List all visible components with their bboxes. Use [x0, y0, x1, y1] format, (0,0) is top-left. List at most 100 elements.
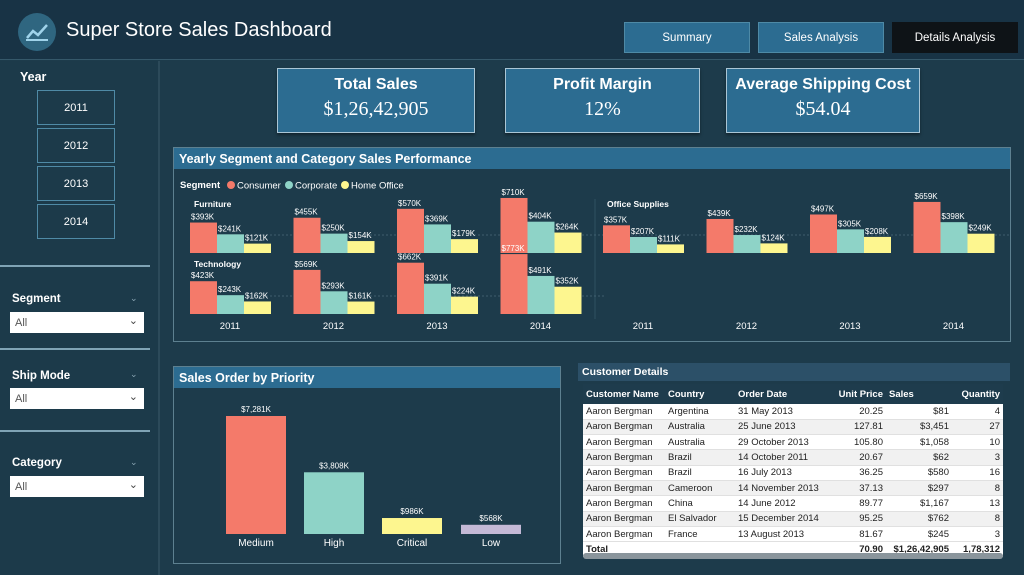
tab-sales-analysis[interactable]: Sales Analysis — [758, 22, 884, 53]
category-filter-label: Category — [12, 457, 62, 469]
data-label: $7,281K — [241, 405, 271, 414]
data-label: $224K — [452, 287, 476, 296]
bar-consumer — [190, 281, 217, 314]
data-label: $568K — [479, 514, 503, 523]
table-cell: Australia — [665, 434, 735, 451]
bar-consumer — [397, 208, 424, 253]
table-row[interactable]: Aaron Bergman Australia 29 October 2013 105… — [583, 434, 1003, 451]
tab-details-analysis[interactable]: Details Analysis — [892, 22, 1018, 53]
column-header[interactable]: Customer Name — [583, 384, 665, 404]
table-cell: 16 July 2013 — [735, 465, 831, 481]
table-cell: $1,058 — [886, 434, 952, 451]
dashboard-logo-icon — [18, 13, 56, 51]
column-header[interactable]: Unit Price — [831, 384, 886, 404]
table-row[interactable]: Aaron Bergman Cameroon 14 November 2013 37.… — [583, 480, 1003, 497]
ship-mode-filter-label: Ship Mode — [12, 370, 71, 382]
filter-sidebar: Year 2011 2012 2013 2014 Segment ⌄ All ⌄… — [0, 61, 160, 575]
bar-corporate — [217, 234, 244, 253]
table-cell: 89.77 — [831, 495, 886, 512]
bar-corporate — [424, 283, 451, 314]
table-cell: 15 December 2014 — [735, 511, 831, 527]
table-row[interactable]: Aaron Bergman China 14 June 2012 89.77 $1,16… — [583, 495, 1003, 512]
year-button-2012[interactable]: 2012 — [37, 128, 115, 163]
kpi-average-shipping-cost: Average Shipping Cost $54.04 — [726, 68, 920, 133]
table-cell: $62 — [886, 449, 952, 466]
segment-dropdown[interactable]: All ⌄ — [10, 312, 144, 333]
table-cell: China — [665, 495, 735, 512]
year-button-2014[interactable]: 2014 — [37, 204, 115, 239]
year-button-2013[interactable]: 2013 — [37, 166, 115, 201]
table-row[interactable]: Aaron Bergman Brazil 14 October 2011 20.67 $… — [583, 449, 1003, 466]
data-label: $439K — [708, 209, 732, 218]
table-cell: Aaron Bergman — [583, 434, 665, 451]
year-button-2011[interactable]: 2011 — [37, 90, 115, 125]
chevron-down-icon[interactable]: ⌄ — [130, 369, 138, 379]
bar-consumer — [810, 214, 837, 253]
bar-corporate — [424, 224, 451, 253]
kpi-title: Total Sales — [334, 76, 418, 93]
legend-home-office: Home Office — [351, 181, 404, 192]
facet-title: Furniture — [194, 199, 232, 209]
table-row[interactable]: Aaron Bergman Brazil 16 July 2013 36.25 $580… — [583, 465, 1003, 481]
table-cell: 81.67 — [831, 526, 886, 543]
data-label: $352K — [556, 277, 580, 286]
table-cell: 36.25 — [831, 465, 886, 481]
sidebar-divider — [0, 430, 150, 432]
column-header[interactable]: Country — [665, 384, 735, 404]
x-tick-label: Low — [482, 538, 501, 549]
table-cell: 20.67 — [831, 449, 886, 466]
table-row[interactable]: Aaron Bergman El Salvador 15 December 2014… — [583, 511, 1003, 527]
table-cell: Aaron Bergman — [583, 480, 665, 497]
ship-mode-dropdown[interactable]: All ⌄ — [10, 388, 144, 409]
data-label: $161K — [349, 292, 373, 301]
table-cell: 20.25 — [831, 404, 886, 420]
table-scrollbar[interactable] — [583, 553, 1003, 559]
x-tick-label: 2014 — [530, 321, 551, 332]
data-label: $404K — [529, 212, 553, 221]
table-row[interactable]: Aaron Bergman Australia 25 June 2013 127.81… — [583, 419, 1003, 436]
table-cell: $297 — [886, 480, 952, 497]
table-cell: Aaron Bergman — [583, 404, 665, 420]
chevron-down-icon[interactable]: ⌄ — [130, 457, 138, 467]
bar-critical — [382, 518, 442, 534]
table-cell: 13 — [952, 495, 1003, 512]
table-cell: 31 May 2013 — [735, 404, 831, 420]
tab-summary[interactable]: Summary — [624, 22, 750, 53]
table-cell: France — [665, 526, 735, 543]
chevron-down-icon[interactable]: ⌄ — [130, 293, 138, 303]
bar-corporate — [733, 235, 761, 253]
bar-consumer — [603, 225, 630, 253]
bar-corporate — [320, 291, 348, 314]
sidebar-divider — [0, 348, 150, 350]
table-cell: 8 — [952, 480, 1003, 497]
table-row[interactable]: Aaron Bergman France 13 August 2013 81.67 $2… — [583, 526, 1003, 543]
column-header[interactable]: Quantity — [952, 384, 1003, 404]
bar-home-office — [657, 244, 684, 253]
data-label: $393K — [191, 213, 215, 222]
ship-mode-dropdown-value: All — [15, 392, 28, 405]
table-cell: 4 — [952, 404, 1003, 420]
column-header[interactable]: Sales — [886, 384, 952, 404]
table-cell: 10 — [952, 434, 1003, 451]
data-label: $207K — [631, 227, 655, 236]
table-row[interactable]: Aaron Bergman Argentina 31 May 2013 20.25 $8… — [583, 404, 1003, 420]
customer-details-table: Customer Name Country Order Date Unit Pr… — [583, 384, 1003, 558]
table-cell: 25 June 2013 — [735, 419, 831, 436]
segment-filter-label: Segment — [12, 293, 61, 305]
data-label: $241K — [218, 224, 242, 233]
x-tick-label: 2012 — [736, 321, 757, 332]
table-cell: 8 — [952, 511, 1003, 527]
bar-home-office — [760, 243, 788, 253]
column-header[interactable]: Order Date — [735, 384, 831, 404]
bar-low — [461, 524, 521, 534]
data-label: $179K — [452, 229, 476, 238]
bar-home-office — [554, 286, 582, 314]
kpi-title: Profit Margin — [553, 76, 652, 93]
priority-chart: $7,281K Medium $3,808K High $986K Critical $56… — [226, 405, 521, 549]
data-label: $569K — [295, 260, 319, 269]
legend-consumer-marker — [227, 181, 235, 189]
table-cell: 13 August 2013 — [735, 526, 831, 543]
legend-corporate: Corporate — [295, 181, 337, 192]
category-dropdown[interactable]: All ⌄ — [10, 476, 144, 497]
data-label: $208K — [865, 227, 889, 236]
